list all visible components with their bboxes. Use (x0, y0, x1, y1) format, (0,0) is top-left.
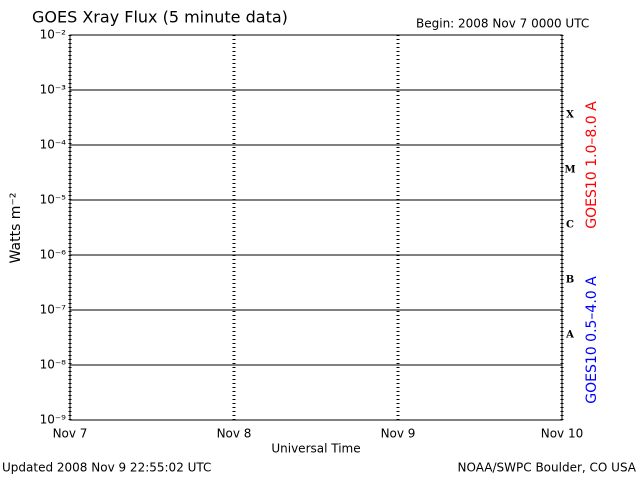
x-tick-label: Nov 10 (541, 427, 584, 441)
y-tick-label: 10⁻³ (40, 83, 67, 97)
flare-class: C (566, 220, 574, 231)
x-tick-label: Nov 8 (217, 427, 252, 441)
subtitle: Begin: 2008 Nov 7 0000 UTC (416, 17, 589, 31)
flare-class: B (566, 275, 574, 286)
y-tick-label: 10⁻² (40, 28, 67, 42)
flare-class: M (564, 165, 575, 176)
plot-frame (69, 34, 563, 421)
y-axis-label: Watts m⁻² (8, 193, 24, 264)
y-tick-label: 10⁻⁶ (40, 248, 67, 262)
y-tick-label: 10⁻⁹ (40, 413, 67, 427)
x-tick-label: Nov 9 (381, 427, 416, 441)
footer-right: NOAA/SWPC Boulder, CO USA (458, 461, 637, 475)
chart-title: GOES Xray Flux (5 minute data) (32, 8, 288, 27)
y-tick-label: 10⁻⁷ (40, 303, 67, 317)
footer-left: Updated 2008 Nov 9 22:55:02 UTC (2, 461, 211, 475)
legend-entry: GOES10 1.0–8.0 A (584, 101, 600, 229)
y-tick-label: 10⁻⁸ (40, 358, 67, 372)
flare-class: A (565, 330, 574, 341)
x-tick-label: Nov 7 (53, 427, 88, 441)
legend-entry: GOES10 0.5–4.0 A (584, 276, 600, 404)
y-tick-label: 10⁻⁴ (40, 138, 67, 152)
y-tick-label: 10⁻⁵ (40, 193, 67, 207)
x-axis-label: Universal Time (271, 442, 360, 456)
flare-class: X (566, 110, 574, 121)
